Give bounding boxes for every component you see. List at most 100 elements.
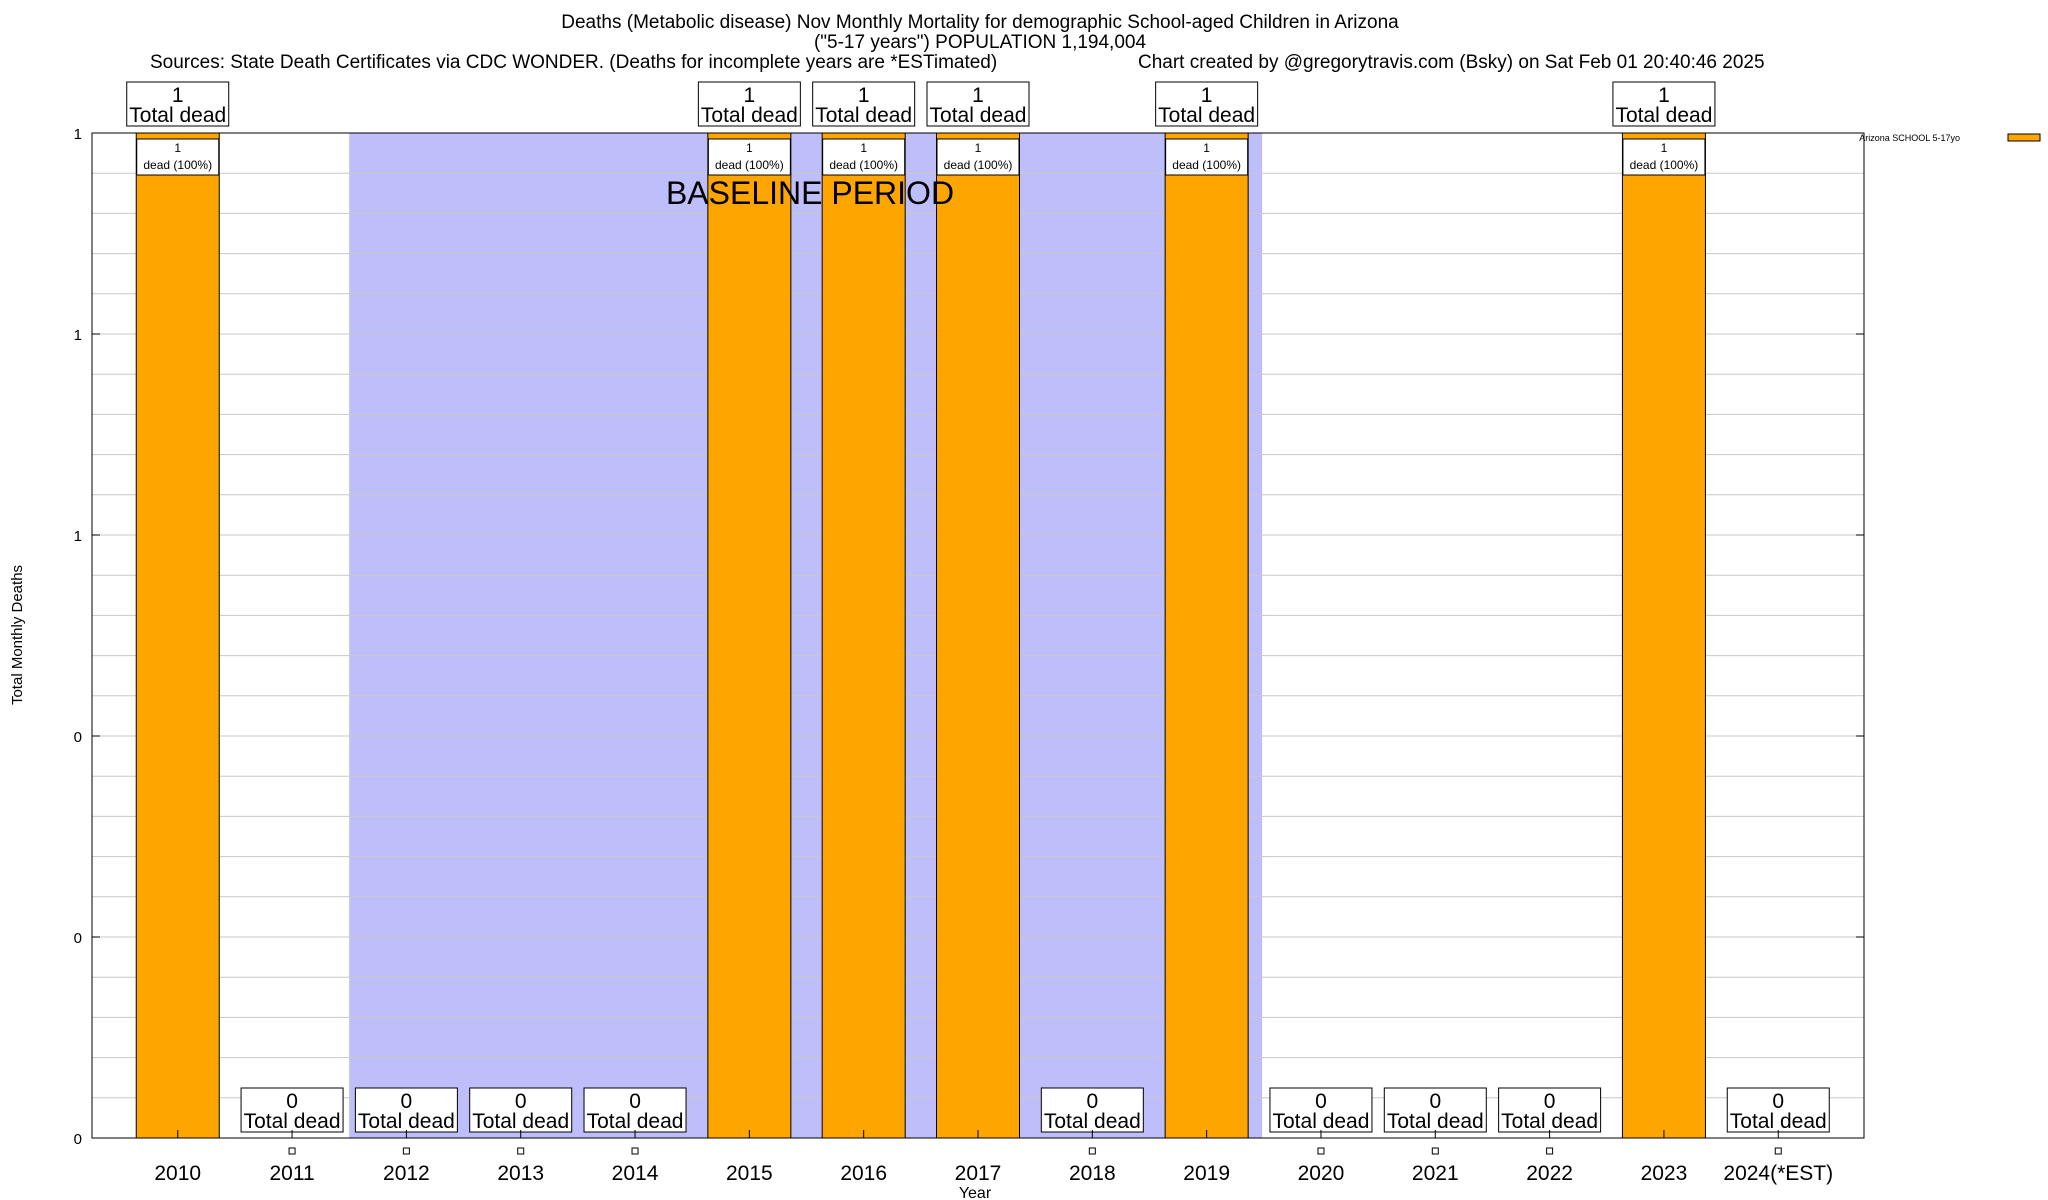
total-label-text: Total dead <box>930 104 1027 127</box>
total-label-value: 0 <box>1429 1090 1441 1113</box>
x-tick-label-2021: 2021 <box>1412 1162 1459 1185</box>
zero-marker <box>1431 1147 1439 1155</box>
total-label-box <box>1726 1087 1830 1133</box>
baseline-period-label: BASELINE PERIOD <box>666 175 954 211</box>
bar-2019 <box>1164 132 1249 1139</box>
x-tick-label-2019: 2019 <box>1183 1162 1230 1185</box>
total-label-value: 0 <box>1544 1090 1556 1113</box>
x-tick-label-2012: 2012 <box>383 1162 430 1185</box>
total-label-box <box>926 81 1030 127</box>
total-label-box <box>126 81 230 127</box>
bar-2015 <box>707 132 792 1139</box>
y-tick-label: 0 <box>74 1131 82 1148</box>
zero-marker <box>1774 1147 1782 1155</box>
total-label-text: Total dead <box>1044 1110 1141 1133</box>
total-label-text: Total dead <box>1273 1110 1370 1133</box>
plot-frame <box>91 132 1865 1139</box>
total-label-value: 1 <box>1201 84 1213 107</box>
zero-marker <box>517 1147 525 1155</box>
x-tick-label-2020: 2020 <box>1298 1162 1345 1185</box>
bar-inner-label-count: 1 <box>860 141 867 155</box>
total-label-text: Total dead <box>587 1110 684 1133</box>
chart-title: Deaths (Metabolic disease) Nov Monthly M… <box>561 12 1399 33</box>
x-tick-label-2014: 2014 <box>612 1162 659 1185</box>
y-tick-label: 0 <box>74 729 82 746</box>
bar-inner-label-text: dead (100%) <box>1630 158 1699 172</box>
total-label-box <box>1155 81 1259 127</box>
zero-marker <box>1088 1147 1096 1155</box>
x-tick-label-2024(*EST): 2024(*EST) <box>1723 1162 1833 1185</box>
total-label-text: Total dead <box>815 104 912 127</box>
baseline-period-band <box>349 133 1263 1138</box>
bar-inner-label-count: 1 <box>174 141 181 155</box>
y-tick-label: 0 <box>74 930 82 947</box>
zero-marker <box>288 1147 296 1155</box>
total-label-value: 1 <box>744 84 756 107</box>
total-label-text: Total dead <box>1501 1110 1598 1133</box>
total-label-text: Total dead <box>1615 104 1712 127</box>
total-label-value: 1 <box>1658 84 1670 107</box>
x-tick-label-2015: 2015 <box>726 1162 773 1185</box>
total-label-text: Total dead <box>244 1110 341 1133</box>
total-label-value: 0 <box>1086 1090 1098 1113</box>
x-tick-label-2018: 2018 <box>1069 1162 1116 1185</box>
bar-inner-label-box <box>1622 138 1706 176</box>
total-label-text: Total dead <box>1158 104 1255 127</box>
total-label-value: 0 <box>629 1090 641 1113</box>
bar-2017 <box>936 132 1020 1139</box>
sources-note: Sources: State Death Certificates via CD… <box>150 52 998 73</box>
y-axis-label: Total Monthly Deaths <box>9 565 26 705</box>
bar-inner-label-count: 1 <box>975 141 982 155</box>
total-label-value: 1 <box>858 84 870 107</box>
total-label-value: 0 <box>401 1090 413 1113</box>
zero-marker <box>1317 1147 1325 1155</box>
credit-note: Chart created by @gregorytravis.com (Bsk… <box>1138 52 1765 73</box>
zero-marker <box>631 1147 639 1155</box>
x-tick-label-2013: 2013 <box>497 1162 544 1185</box>
x-tick-label-2023: 2023 <box>1641 1162 1688 1185</box>
x-tick-label-2010: 2010 <box>154 1162 201 1185</box>
x-tick-label-2022: 2022 <box>1526 1162 1573 1185</box>
bar-inner-label-count: 1 <box>746 141 753 155</box>
bar-2010 <box>135 132 220 1139</box>
y-tick-label: 1 <box>74 126 82 143</box>
bar-inner-label-count: 1 <box>1203 141 1210 155</box>
chart-subtitle: ("5-17 years") POPULATION 1,194,004 <box>813 32 1147 53</box>
bar-inner-label-text: dead (100%) <box>829 158 898 172</box>
legend-swatch <box>2007 133 2041 142</box>
bar-inner-label-box <box>707 138 791 176</box>
total-label-text: Total dead <box>1730 1110 1827 1133</box>
bar-inner-label-text: dead (100%) <box>944 158 1013 172</box>
total-label-box <box>1040 1087 1144 1133</box>
bar-inner-label-text: dead (100%) <box>143 158 212 172</box>
total-label-text: Total dead <box>358 1110 455 1133</box>
bar-inner-label-box <box>822 138 906 176</box>
total-label-value: 0 <box>286 1090 298 1113</box>
total-label-box <box>697 81 801 127</box>
total-label-value: 0 <box>1772 1090 1784 1113</box>
total-label-box <box>1269 1087 1373 1133</box>
bar-inner-label-box <box>936 138 1020 176</box>
total-label-text: Total dead <box>129 104 226 127</box>
bar-inner-label-count: 1 <box>1661 141 1668 155</box>
total-label-text: Total dead <box>1387 1110 1484 1133</box>
total-label-box <box>1498 1087 1602 1133</box>
bar-inner-label-box <box>1165 138 1249 176</box>
bar-inner-label-box <box>136 138 220 176</box>
total-label-box <box>1383 1087 1487 1133</box>
total-label-box <box>812 81 916 127</box>
total-label-box <box>583 1087 687 1133</box>
y-tick-label: 1 <box>74 528 82 545</box>
zero-marker <box>1546 1147 1554 1155</box>
total-label-value: 0 <box>1315 1090 1327 1113</box>
total-label-text: Total dead <box>472 1110 569 1133</box>
bar-inner-label-text: dead (100%) <box>715 158 784 172</box>
x-tick-label-2017: 2017 <box>955 1162 1002 1185</box>
total-label-value: 1 <box>172 84 184 107</box>
total-label-value: 0 <box>515 1090 527 1113</box>
x-tick-label-2016: 2016 <box>840 1162 887 1185</box>
bar-2016 <box>821 132 906 1139</box>
y-tick-label: 1 <box>74 327 82 344</box>
legend-label: Arizona SCHOOL 5-17yo <box>1859 133 1960 143</box>
